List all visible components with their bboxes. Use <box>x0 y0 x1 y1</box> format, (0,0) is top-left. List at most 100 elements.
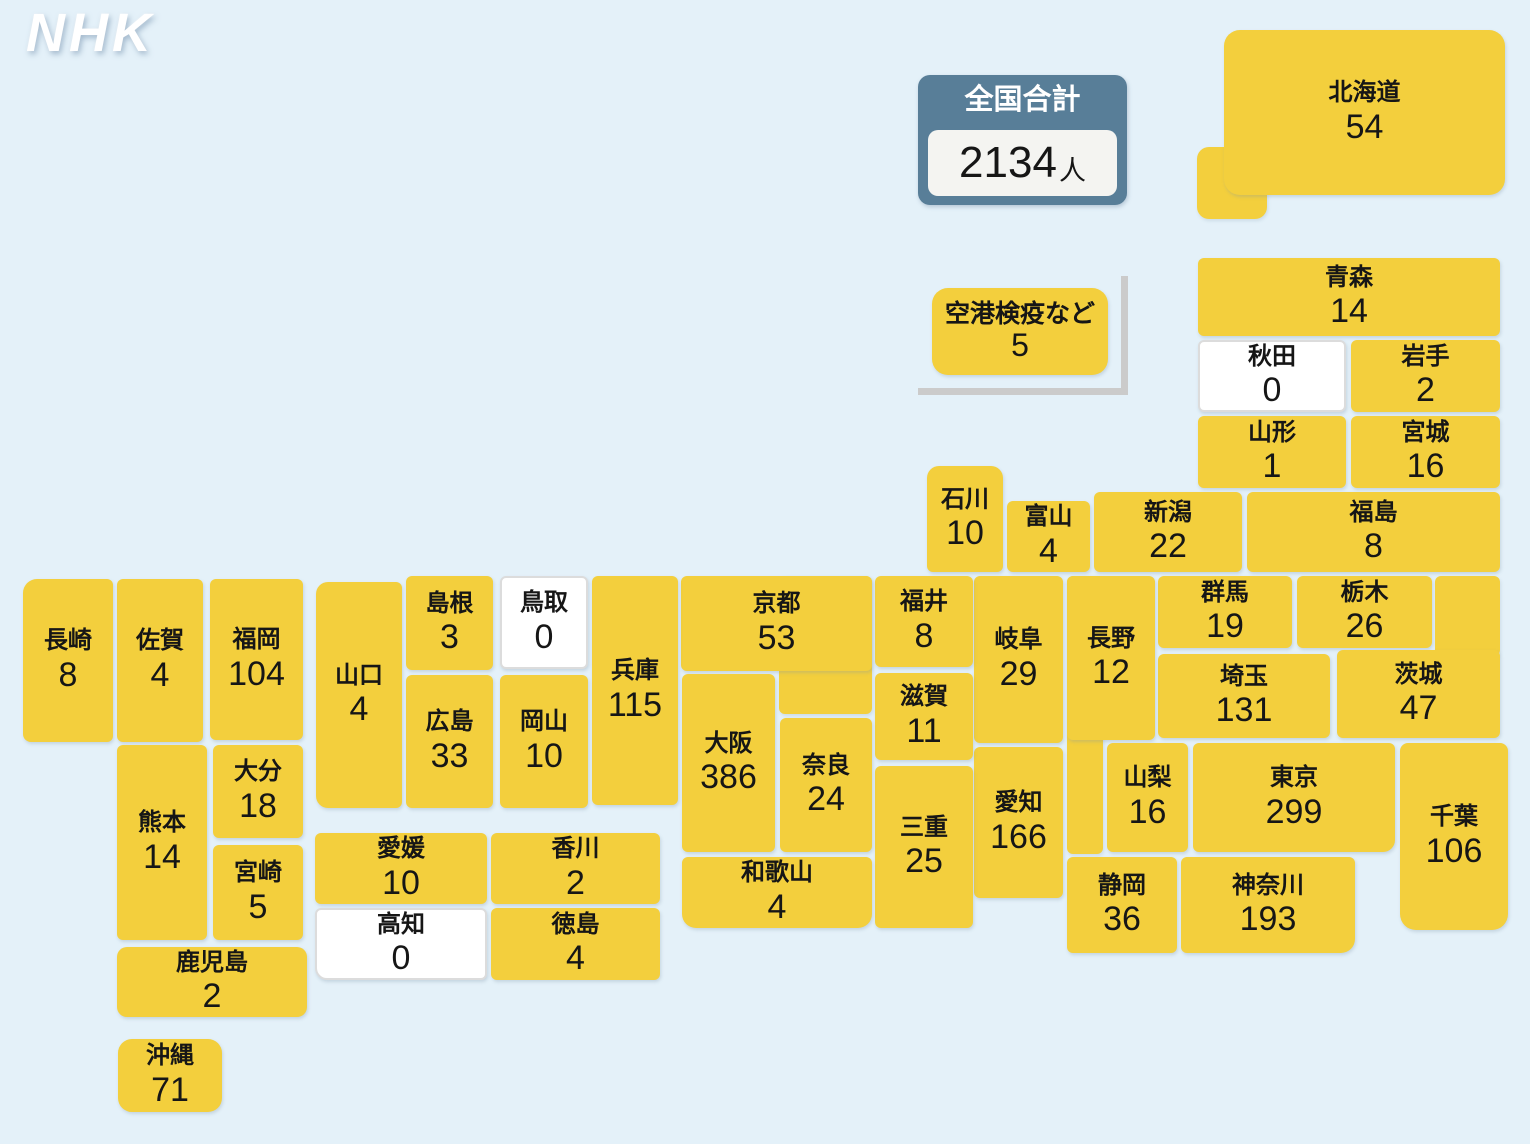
prefecture-value: 22 <box>1149 527 1187 566</box>
prefecture-name: 福井 <box>900 588 948 616</box>
prefecture-name: 青森 <box>1325 263 1373 291</box>
prefecture-box-miyazaki: 宮崎 5 <box>213 845 303 940</box>
prefecture-box-tottori: 鳥取 0 <box>500 576 588 669</box>
prefecture-value: 10 <box>946 514 984 553</box>
prefecture-name: 岡山 <box>520 708 568 736</box>
prefecture-box-tokushima: 徳島 4 <box>491 908 660 980</box>
prefecture-name: 大分 <box>234 758 282 786</box>
prefecture-value: 10 <box>382 863 420 902</box>
prefecture-box-okayama: 岡山 10 <box>500 675 588 808</box>
prefecture-box-fukushima: 福島 8 <box>1247 492 1500 572</box>
prefecture-value: 8 <box>1364 527 1383 566</box>
prefecture-box-kagoshima: 鹿児島 2 <box>117 947 307 1017</box>
prefecture-box-tochigi: 栃木 26 <box>1297 576 1432 648</box>
prefecture-value: 3 <box>440 618 459 657</box>
prefecture-name: 東京 <box>1270 764 1318 792</box>
prefecture-name: 埼玉 <box>1220 662 1268 690</box>
prefecture-value: 16 <box>1128 792 1167 831</box>
prefecture-name: 茨城 <box>1394 660 1443 688</box>
prefecture-name: 岐阜 <box>994 626 1043 654</box>
prefecture-box-okinawa: 沖縄 71 <box>118 1039 222 1112</box>
prefecture-name: 鹿児島 <box>176 948 248 976</box>
prefecture-value: 71 <box>151 1070 189 1109</box>
prefecture-box-kochi: 高知 0 <box>315 908 487 980</box>
airport-quarantine-card: 空港検疫など 5 <box>932 288 1108 375</box>
prefecture-name: 山口 <box>335 661 383 689</box>
prefecture-value: 115 <box>607 685 663 724</box>
prefecture-box-yamagata: 山形 1 <box>1198 416 1346 488</box>
prefecture-box-iwate: 岩手 2 <box>1351 340 1500 412</box>
prefecture-value: 25 <box>905 842 943 881</box>
prefecture-name: 沖縄 <box>146 1042 194 1070</box>
prefecture-box-aichi: 愛知 166 <box>974 747 1063 898</box>
prefecture-value: 299 <box>1265 792 1323 831</box>
prefecture-box-fukuoka: 福岡 104 <box>210 579 303 740</box>
nhk-logo: NHK <box>26 3 155 63</box>
prefecture-name: 福岡 <box>232 626 281 654</box>
prefecture-name: 栃木 <box>1340 578 1389 606</box>
prefecture-value: 12 <box>1092 653 1130 692</box>
prefecture-box-niigata: 新潟 22 <box>1094 492 1242 572</box>
national-total-card: 全国合計 2134 人 <box>918 75 1127 205</box>
national-total-unit: 人 <box>1058 155 1086 186</box>
prefecture-box-saga: 佐賀 4 <box>117 579 203 742</box>
prefecture-name: 富山 <box>1024 503 1073 531</box>
prefecture-value: 104 <box>228 654 285 693</box>
prefecture-box-ehime: 愛媛 10 <box>315 833 487 904</box>
prefecture-name: 北海道 <box>1328 79 1401 107</box>
national-total-value-panel: 2134 人 <box>928 130 1117 196</box>
airport-quarantine-label: 空港検疫など <box>944 299 1095 328</box>
prefecture-value: 16 <box>1406 447 1445 486</box>
prefecture-value: 0 <box>391 939 411 978</box>
prefecture-value: 14 <box>1330 292 1368 331</box>
prefecture-name: 秋田 <box>1248 342 1296 370</box>
prefecture-box-saitama: 埼玉 131 <box>1158 654 1330 738</box>
prefecture-name: 愛知 <box>994 789 1043 817</box>
national-total-label: 全国合計 <box>964 84 1081 116</box>
prefecture-name: 山形 <box>1248 418 1296 446</box>
prefecture-box-wakayama: 和歌山 4 <box>682 857 872 928</box>
prefecture-name: 京都 <box>752 590 801 618</box>
prefecture-value: 14 <box>143 837 181 876</box>
airport-bracket-vertical <box>1121 276 1128 395</box>
prefecture-box-tokyo: 東京 299 <box>1193 743 1395 852</box>
prefecture-value: 166 <box>990 817 1047 856</box>
prefecture-box-oita: 大分 18 <box>213 745 303 838</box>
prefecture-box-mie: 三重 25 <box>875 766 973 928</box>
prefecture-box-fukui: 福井 8 <box>875 576 973 667</box>
prefecture-box-aomori: 青森 14 <box>1198 258 1500 336</box>
prefecture-name: 三重 <box>900 813 948 841</box>
prefecture-name: 神奈川 <box>1232 871 1304 899</box>
prefecture-value: 10 <box>525 736 563 775</box>
prefecture-name: 鳥取 <box>520 589 568 617</box>
prefecture-name: 愛媛 <box>377 835 425 863</box>
prefecture-value: 47 <box>1399 689 1438 728</box>
prefecture-value: 11 <box>906 711 942 750</box>
prefecture-value: 5 <box>248 887 268 926</box>
prefecture-box-kyoto: 京都 53 <box>681 576 872 671</box>
prefecture-value: 4 <box>1039 531 1058 570</box>
prefecture-box-hyogo: 兵庫 115 <box>592 576 678 805</box>
prefecture-name: 広島 <box>425 708 474 736</box>
prefecture-name: 千葉 <box>1430 803 1478 831</box>
prefecture-box-nara: 奈良 24 <box>780 718 872 852</box>
prefecture-name: 宮崎 <box>234 859 282 887</box>
prefecture-value: 18 <box>239 786 277 825</box>
prefecture-box-hiroshima: 広島 33 <box>406 675 493 808</box>
prefecture-value: 0 <box>534 617 554 656</box>
prefecture-value: 54 <box>1345 107 1384 146</box>
prefecture-value: 29 <box>999 654 1038 693</box>
prefecture-name: 和歌山 <box>741 859 813 887</box>
prefecture-value: 386 <box>700 758 757 797</box>
prefecture-value: 24 <box>807 780 845 819</box>
prefecture-name: 香川 <box>551 835 600 863</box>
prefecture-value: 4 <box>349 690 369 729</box>
prefecture-value: 4 <box>767 887 787 926</box>
prefecture-name: 新潟 <box>1144 498 1192 526</box>
prefecture-box-kanagawa: 神奈川 193 <box>1181 857 1355 953</box>
prefecture-box-toyama: 富山 4 <box>1007 501 1090 572</box>
prefecture-value: 33 <box>430 736 469 775</box>
prefecture-box-gunma: 群馬 19 <box>1158 576 1292 648</box>
prefecture-name: 徳島 <box>551 910 600 938</box>
